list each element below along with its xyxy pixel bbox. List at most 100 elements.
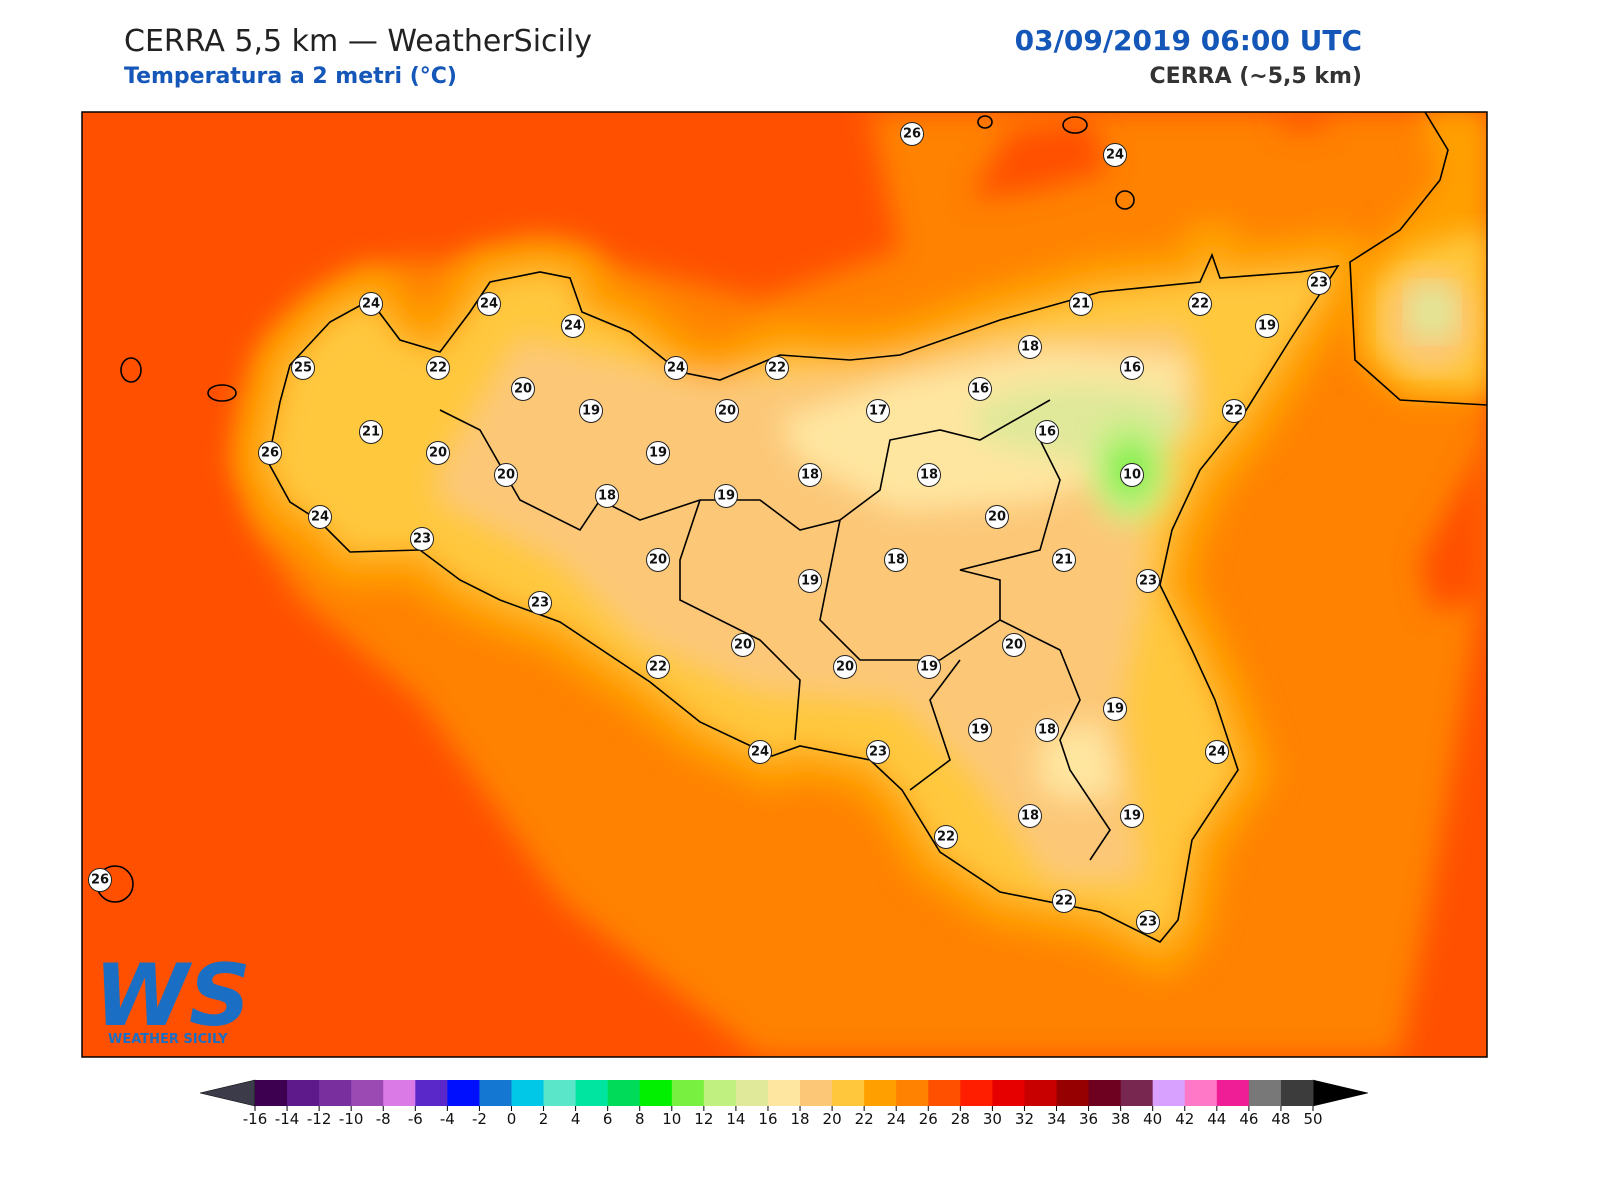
station-value: 24 bbox=[564, 319, 582, 334]
station-marker bbox=[1069, 292, 1093, 316]
station-marker bbox=[1052, 548, 1076, 572]
tick-label: 14 bbox=[726, 1110, 745, 1128]
station-marker bbox=[765, 356, 789, 380]
station-value: 20 bbox=[988, 510, 1006, 525]
station-marker bbox=[359, 292, 383, 316]
station-value: 16 bbox=[971, 382, 989, 397]
subtitle: Temperatura a 2 metri (°C) bbox=[124, 64, 457, 89]
station-marker bbox=[511, 377, 535, 401]
tick-label: 28 bbox=[951, 1110, 970, 1128]
station-marker bbox=[833, 655, 857, 679]
station-marker bbox=[646, 441, 670, 465]
station-value: 22 bbox=[429, 361, 447, 376]
tick-label: 0 bbox=[507, 1110, 517, 1128]
station-value: 19 bbox=[801, 574, 819, 589]
tick-label: 44 bbox=[1207, 1110, 1226, 1128]
station-marker bbox=[528, 591, 552, 615]
station-marker bbox=[1120, 356, 1144, 380]
tick-label: 10 bbox=[662, 1110, 681, 1128]
tick-label: 16 bbox=[758, 1110, 777, 1128]
color-bin bbox=[800, 1080, 833, 1106]
station-value: 25 bbox=[294, 361, 312, 376]
provinces bbox=[439, 399, 1111, 861]
station-marker bbox=[1255, 314, 1279, 338]
tick-label: -10 bbox=[339, 1110, 364, 1128]
station-value: 18 bbox=[887, 553, 905, 568]
tick-label: 20 bbox=[823, 1110, 842, 1128]
cool-zone bbox=[780, 350, 1190, 800]
station-marker bbox=[1035, 718, 1059, 742]
station-value: 19 bbox=[1106, 702, 1124, 717]
station-marker bbox=[884, 548, 908, 572]
station-marker bbox=[410, 527, 434, 551]
tick-label: 36 bbox=[1079, 1110, 1098, 1128]
logo: WS WEATHER SICILY bbox=[94, 946, 251, 1047]
station-marker bbox=[900, 122, 924, 146]
station-marker bbox=[866, 399, 890, 423]
tick-label: 30 bbox=[983, 1110, 1002, 1128]
tick-label: 18 bbox=[790, 1110, 809, 1128]
station-marker bbox=[426, 356, 450, 380]
station-marker bbox=[1035, 420, 1059, 444]
station-value: 20 bbox=[514, 382, 532, 397]
station-value: 23 bbox=[531, 596, 549, 611]
color-bin bbox=[1088, 1080, 1122, 1106]
color-bin bbox=[1056, 1080, 1090, 1106]
station-value: 26 bbox=[91, 873, 109, 888]
tick-label: -6 bbox=[408, 1110, 423, 1128]
station-value: 19 bbox=[582, 404, 600, 419]
station-marker bbox=[646, 655, 670, 679]
station-marker bbox=[715, 399, 739, 423]
color-bin bbox=[415, 1080, 448, 1106]
station-marker bbox=[595, 484, 619, 508]
station-marker bbox=[1136, 910, 1160, 934]
station-marker bbox=[1103, 697, 1127, 721]
color-bin bbox=[928, 1080, 961, 1106]
station-value: 10 bbox=[1123, 468, 1141, 483]
extend-max bbox=[1312, 1079, 1369, 1107]
station-value: 20 bbox=[718, 404, 736, 419]
tick-label: 46 bbox=[1239, 1110, 1258, 1128]
tick-label: 34 bbox=[1047, 1110, 1066, 1128]
station-value: 23 bbox=[413, 532, 431, 547]
station-value: 21 bbox=[1055, 553, 1073, 568]
station-value: 19 bbox=[717, 489, 735, 504]
station-marker bbox=[1120, 804, 1144, 828]
calabria-cooler bbox=[1407, 284, 1457, 340]
station-marker bbox=[291, 356, 315, 380]
station-marker bbox=[494, 463, 518, 487]
station-value: 22 bbox=[937, 830, 955, 845]
station-marker bbox=[748, 740, 772, 764]
station-value: 24 bbox=[667, 361, 685, 376]
colorbar: -16 -14 -12 -10 -8 -6 -4 -2 0 2 4 6 8 10 12 14 16 18 20 22 2… bbox=[199, 1079, 1369, 1128]
color-bin bbox=[703, 1080, 737, 1106]
station-marker bbox=[477, 292, 501, 316]
station-marker bbox=[308, 505, 332, 529]
color-bin bbox=[607, 1080, 641, 1106]
station-value: 22 bbox=[1191, 297, 1209, 312]
station-marker bbox=[866, 740, 890, 764]
station-marker bbox=[359, 420, 383, 444]
station-value: 20 bbox=[429, 446, 447, 461]
station-value: 23 bbox=[1310, 276, 1328, 291]
tick-label: 4 bbox=[571, 1110, 581, 1128]
color-bin bbox=[319, 1080, 352, 1106]
tick-label: 2 bbox=[539, 1110, 549, 1128]
stations: 26 24 24 24 24 25 22 20 19 24 22 20 21 22 23 19 18 16 16 17… bbox=[88, 122, 1331, 934]
color-bin bbox=[287, 1080, 320, 1106]
tick-label: 38 bbox=[1111, 1110, 1130, 1128]
station-marker bbox=[258, 441, 282, 465]
calabria-coast bbox=[1349, 111, 1488, 406]
station-marker bbox=[968, 718, 992, 742]
station-value: 22 bbox=[1055, 894, 1073, 909]
color-bin bbox=[543, 1080, 577, 1106]
tick-label: 40 bbox=[1143, 1110, 1162, 1128]
tick-label: -2 bbox=[472, 1110, 487, 1128]
islet bbox=[1062, 116, 1088, 134]
color-bin bbox=[639, 1080, 673, 1106]
color-bin bbox=[1184, 1080, 1218, 1106]
tick-label: 32 bbox=[1015, 1110, 1034, 1128]
station-marker bbox=[917, 463, 941, 487]
station-value: 20 bbox=[734, 638, 752, 653]
station-marker bbox=[917, 655, 941, 679]
